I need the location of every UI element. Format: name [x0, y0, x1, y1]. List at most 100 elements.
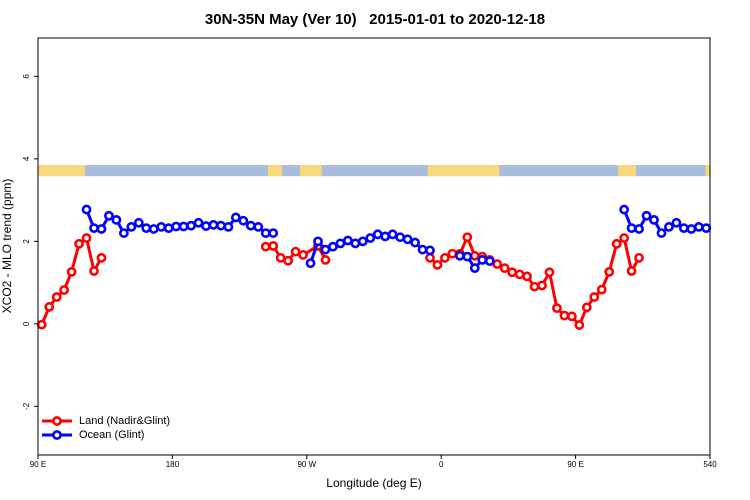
point	[320, 244, 331, 255]
point	[432, 259, 443, 270]
point	[89, 223, 99, 234]
legend-label: Land (Nadir&Glint)	[79, 415, 170, 427]
point	[440, 252, 450, 263]
point	[477, 255, 488, 265]
point	[104, 210, 114, 221]
land-strip	[267, 165, 283, 177]
point	[604, 266, 615, 277]
point	[44, 302, 55, 312]
point	[693, 222, 704, 232]
point	[171, 221, 182, 232]
y-tick-label: 2	[22, 239, 31, 244]
point	[619, 204, 630, 215]
legend-marker	[52, 430, 62, 440]
y-tick-label: 0	[22, 321, 31, 326]
point	[305, 258, 316, 269]
point	[626, 266, 637, 276]
point	[201, 221, 211, 231]
point	[499, 263, 510, 274]
point	[81, 204, 92, 215]
point	[425, 252, 435, 263]
point	[447, 248, 458, 259]
legend-label: Ocean (Glint)	[79, 429, 144, 441]
point	[596, 284, 607, 295]
point	[335, 238, 346, 249]
point	[365, 233, 376, 243]
point	[552, 303, 562, 314]
y-tick-label: -2	[22, 402, 31, 410]
point	[163, 223, 174, 234]
point	[118, 228, 129, 238]
point	[230, 212, 241, 223]
point	[410, 237, 420, 248]
point	[634, 224, 644, 234]
point	[89, 266, 99, 276]
point	[402, 234, 413, 245]
point	[544, 267, 555, 278]
y-tick-label: 6	[22, 74, 31, 79]
point	[96, 252, 107, 263]
point	[193, 217, 204, 228]
point	[74, 238, 84, 249]
point	[36, 319, 47, 330]
x-tick-label: 90 E	[567, 460, 583, 469]
point	[469, 263, 480, 274]
point	[387, 229, 398, 240]
plot-frame	[37, 37, 711, 456]
point	[186, 220, 196, 231]
point	[462, 232, 473, 243]
point	[417, 244, 428, 255]
point	[514, 269, 525, 280]
point	[260, 228, 271, 238]
point	[178, 221, 189, 232]
x-tick-label: 90 E	[30, 460, 46, 469]
point	[462, 251, 473, 262]
point	[484, 256, 495, 267]
point	[350, 238, 361, 249]
point	[253, 222, 264, 232]
point	[537, 280, 547, 291]
point	[342, 235, 353, 246]
land-strip	[300, 165, 322, 177]
x-tick-label: 90 W	[297, 460, 316, 469]
point	[268, 228, 279, 238]
point	[96, 224, 107, 234]
point	[51, 292, 62, 302]
point	[469, 250, 480, 261]
point	[425, 245, 435, 256]
point	[208, 219, 219, 230]
point	[507, 267, 518, 278]
x-tick-label: 180	[166, 460, 180, 469]
x-tick-label: 540	[703, 460, 717, 469]
point	[275, 252, 286, 263]
point	[328, 241, 338, 252]
point	[454, 250, 465, 261]
point	[395, 232, 406, 243]
point	[664, 222, 674, 232]
point	[245, 220, 256, 231]
land-strip	[618, 165, 637, 177]
legend-marker	[52, 416, 62, 426]
point	[686, 224, 697, 234]
x-axis-label: Longitude (deg E)	[326, 476, 421, 490]
point	[641, 210, 652, 221]
point	[59, 285, 70, 295]
series-line	[40, 233, 641, 328]
point	[126, 222, 137, 232]
point	[649, 214, 659, 225]
point	[611, 238, 622, 249]
point	[581, 302, 592, 313]
point	[156, 222, 167, 232]
y-axis-label: XCO2 - MLO trend (ppm)	[0, 179, 14, 314]
point	[372, 229, 383, 240]
point	[111, 214, 122, 225]
point	[133, 217, 144, 228]
point	[678, 223, 689, 234]
point	[81, 233, 92, 243]
point	[290, 246, 301, 257]
point	[260, 241, 271, 252]
point	[298, 250, 308, 260]
point	[559, 310, 570, 321]
point	[626, 223, 637, 234]
point	[141, 223, 152, 234]
